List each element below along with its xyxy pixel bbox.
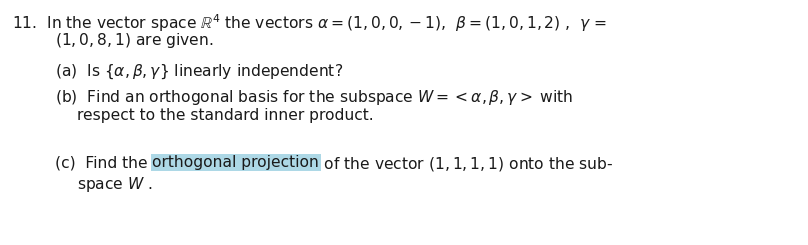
- Text: 11.  In the vector space $\mathbb{R}^4$ the vectors $\alpha = (1,0,0,-1)$,  $\be: 11. In the vector space $\mathbb{R}^4$ t…: [12, 12, 607, 34]
- Text: (a)  Is $\{\alpha, \beta, \gamma\}$ linearly independent?: (a) Is $\{\alpha, \beta, \gamma\}$ linea…: [55, 63, 343, 81]
- Text: orthogonal projection: orthogonal projection: [153, 155, 319, 170]
- Text: $(1,0,8,1)$ are given.: $(1,0,8,1)$ are given.: [55, 31, 213, 50]
- Text: (b)  Find an orthogonal basis for the subspace $W = < \alpha, \beta, \gamma >$ w: (b) Find an orthogonal basis for the sub…: [55, 88, 574, 107]
- Text: of the vector $(1,1,1,1)$ onto the sub-: of the vector $(1,1,1,1)$ onto the sub-: [319, 155, 614, 173]
- Text: (c)  Find the: (c) Find the: [55, 155, 153, 170]
- Text: respect to the standard inner product.: respect to the standard inner product.: [77, 108, 373, 123]
- Text: space $W$ .: space $W$ .: [77, 175, 153, 194]
